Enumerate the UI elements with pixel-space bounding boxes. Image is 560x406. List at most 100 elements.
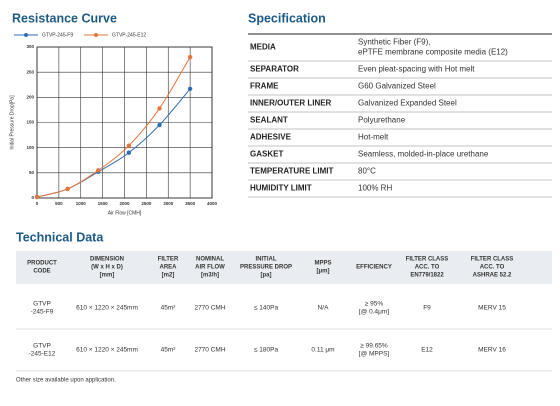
table-cell: F9 <box>423 305 431 312</box>
spec-value: Polyurethane <box>358 116 406 125</box>
table-header: FILTER <box>158 257 179 263</box>
spec-title: Specification <box>248 11 326 25</box>
table-header: PRODUCT <box>27 261 57 267</box>
x-tick-label: 2000 <box>119 201 130 206</box>
y-tick-label: 0 <box>31 195 34 200</box>
table-header: ACC. TO <box>480 265 505 271</box>
spec-label: INNER/OUTER LINER <box>250 99 332 108</box>
table-header: EN779/1822 <box>410 273 444 279</box>
x-axis-label: Air Flow [CMH] <box>108 210 142 216</box>
table-header: FILTER CLASS <box>406 257 449 263</box>
spec-label: SEPARATOR <box>250 65 299 74</box>
table-header: [mm] <box>100 273 115 279</box>
table-header: EFFICIENCY <box>356 265 392 271</box>
x-tick-label: 3500 <box>185 201 196 206</box>
table-cell: ≤ 180Pa <box>254 347 279 354</box>
x-tick-label: 3000 <box>163 201 174 206</box>
y-axis-label: Initial Pressure Drop[Pa] <box>9 95 15 150</box>
table-header: INITIAL <box>256 257 277 263</box>
x-tick-label: 500 <box>55 201 63 206</box>
spec-value: Synthetic Fiber (F9), <box>358 38 430 47</box>
table-cell: N/A <box>318 305 330 312</box>
x-tick-label: 4000 <box>207 201 218 206</box>
table-cell: [@ MPPS] <box>359 351 390 358</box>
x-tick-label: 1500 <box>98 201 109 206</box>
y-tick-label: 300 <box>26 44 34 49</box>
table-header: MPPS <box>314 261 331 267</box>
table-cell: MERV 16 <box>478 347 506 354</box>
table-cell: -245-E12 <box>29 351 56 358</box>
spec-value: G60 Galvanized Steel <box>358 82 436 91</box>
legend-label: GTVP-245-F9 <box>42 32 73 38</box>
table-cell: ≥ 99.65% <box>360 343 388 350</box>
table-cell: GTVP <box>33 301 51 308</box>
x-tick-label: 1000 <box>76 201 87 206</box>
legend-label: GTVP-245-E12 <box>112 32 146 38</box>
spec-value: Galvanized Expanded Steel <box>358 99 457 108</box>
table-header: PRESSURE DROP <box>240 265 292 271</box>
data-point <box>126 150 132 155</box>
table-cell: 0.11 μm <box>311 347 334 354</box>
legend-marker <box>24 33 28 37</box>
data-point <box>187 86 193 91</box>
table-header: NOMINAL <box>196 257 224 263</box>
data-point <box>157 106 162 111</box>
x-tick-label: 2500 <box>141 201 152 206</box>
data-point <box>157 122 162 128</box>
table-header: [μm] <box>316 269 329 275</box>
table-cell: MERV 15 <box>478 305 506 312</box>
spec-label: ADHESIVE <box>250 133 292 142</box>
y-tick-label: 100 <box>26 145 34 150</box>
table-cell: 610 × 1220 × 245mm <box>76 305 138 312</box>
data-point <box>34 194 40 200</box>
spec-label: GASKET <box>250 150 283 159</box>
table-cell: ≥ 95% <box>365 301 384 308</box>
note: Other size available upon application. <box>16 378 116 384</box>
table-header: [m2] <box>162 273 175 279</box>
spec-label: MEDIA <box>250 43 276 52</box>
series-line <box>36 88 191 198</box>
data-point <box>96 168 101 173</box>
table-cell: 2770 CMH <box>194 347 225 354</box>
spec-value: Seamless, molded-in-place urethane <box>358 150 489 159</box>
y-tick-label: 250 <box>26 69 34 74</box>
table-header: AIR FLOW <box>195 265 225 271</box>
table-header: [m3/h] <box>201 273 219 279</box>
table-header: (W x H x D) <box>91 265 123 271</box>
spec-value: 100% RH <box>358 184 392 193</box>
series-line <box>36 56 191 198</box>
plot-frame <box>36 46 213 199</box>
table-cell: 45m² <box>161 347 177 354</box>
spec-label: TEMPERATURE LIMIT <box>250 167 334 176</box>
spec-label: HUMIDITY LIMIT <box>250 184 312 193</box>
spec-value: Hot-melt <box>358 133 389 142</box>
table-header: [pa] <box>261 273 272 279</box>
y-tick-label: 200 <box>26 95 34 100</box>
table-header-bg <box>16 251 552 284</box>
y-tick-label: 50 <box>29 170 35 175</box>
data-point <box>187 54 193 60</box>
spec-value: ePTFE membrane composite media (E12) <box>358 48 508 57</box>
spec-value: Even pleat-spacing with Hot melt <box>358 65 475 74</box>
table-header: ACC. TO <box>415 265 440 271</box>
y-tick-label: 150 <box>26 120 34 125</box>
table-cell: 610 × 1220 × 245mm <box>76 347 138 354</box>
legend-marker <box>94 33 98 37</box>
table-cell: 45m² <box>161 305 177 312</box>
table-cell: [@ 0.4μm] <box>359 309 389 316</box>
spec-value: 80°C <box>358 167 376 176</box>
table-header: ASHRAE 52.2 <box>473 273 512 279</box>
x-tick-label: 0 <box>36 201 39 206</box>
table-header: AREA <box>159 265 177 271</box>
data-point <box>126 143 132 148</box>
table-cell: -245-F9 <box>31 309 54 316</box>
table-header: DIMENSION <box>90 257 124 263</box>
spec-label: SEALANT <box>250 116 288 125</box>
data-point <box>65 186 70 192</box>
chart-title: Resistance Curve <box>12 11 117 25</box>
table-cell: GTVP <box>33 343 51 350</box>
spec-label: FRAME <box>250 82 279 91</box>
table-header: FILTER CLASS <box>471 257 514 263</box>
table-header: CODE <box>33 269 50 275</box>
